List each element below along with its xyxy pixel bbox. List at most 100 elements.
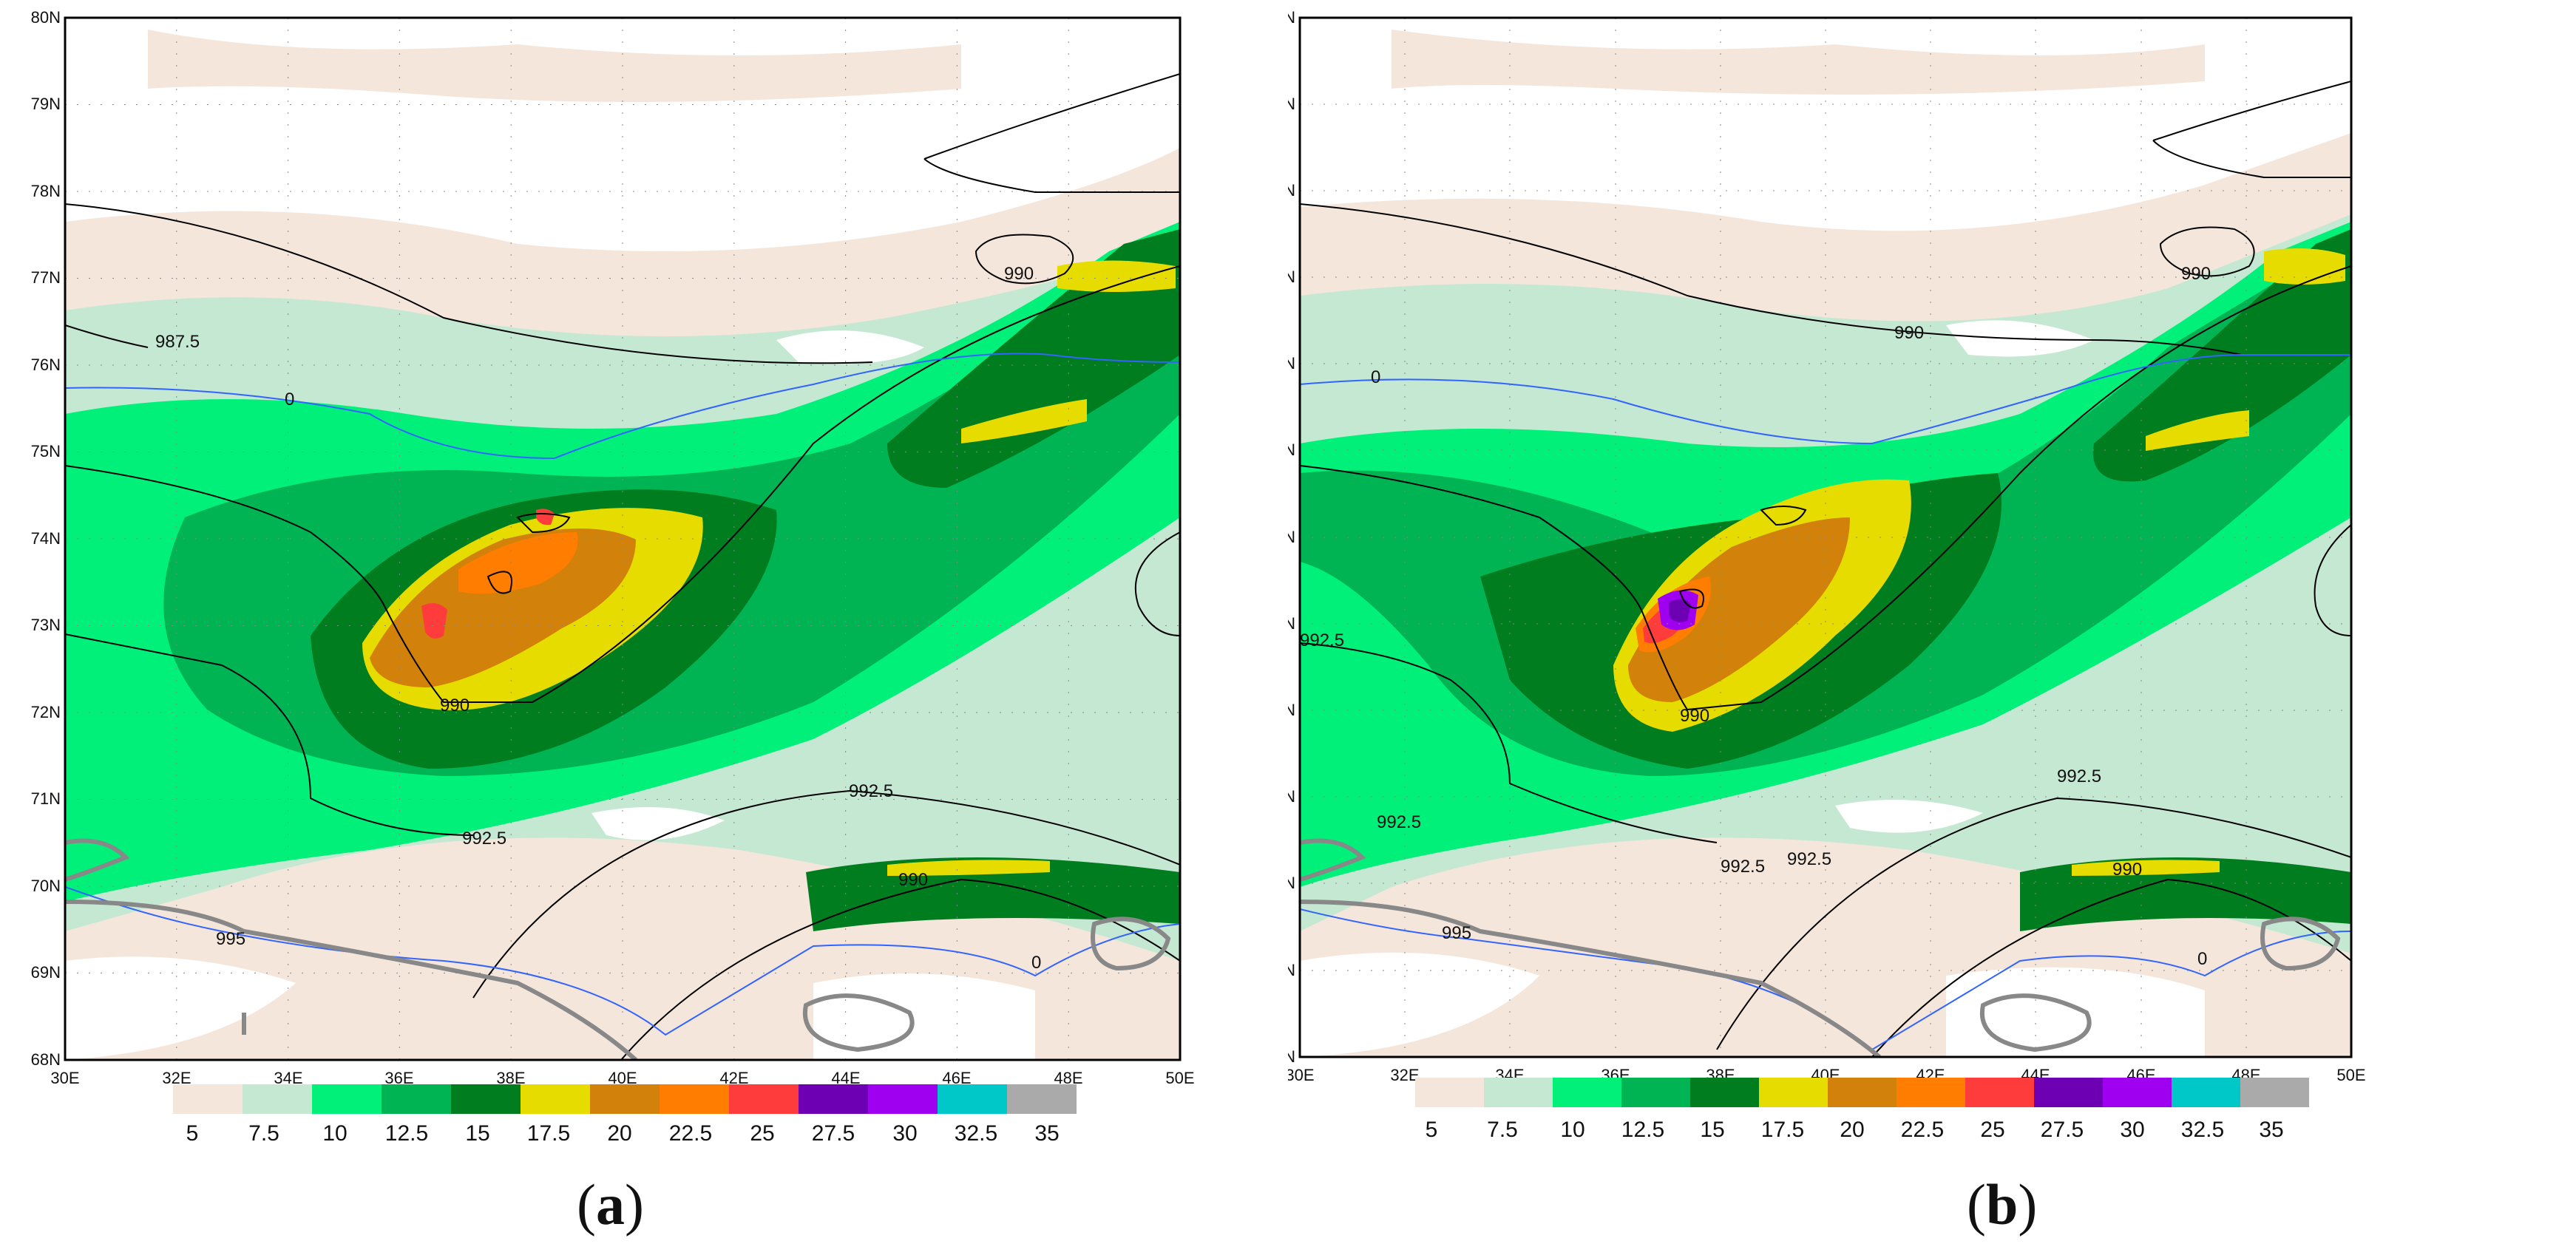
colorbar-swatch xyxy=(2103,1078,2172,1107)
pressure-contours-b xyxy=(1300,81,2351,1057)
svg-text:70N: 70N xyxy=(31,877,61,895)
contour-label: 990 xyxy=(1004,264,1034,284)
svg-text:30: 30 xyxy=(892,1121,917,1146)
map-frame xyxy=(64,16,1182,1061)
svg-text:68N: 68N xyxy=(31,1050,61,1069)
contour-label: 0 xyxy=(1031,953,1041,973)
colorbar-swatch xyxy=(938,1084,1007,1114)
contour-label: 992.5 xyxy=(1721,857,1765,877)
colorbar-swatch xyxy=(451,1084,521,1114)
svg-text:69N: 69N xyxy=(31,963,61,982)
colorbar-swatch xyxy=(1759,1078,1828,1107)
svg-text:35: 35 xyxy=(2259,1118,2283,1142)
contour-label: 990 xyxy=(2181,264,2211,284)
colorbar-a: 5 7.5 10 12.5 15 17.5 20 22.5 25 27.5 30… xyxy=(173,1084,1077,1146)
svg-text:78N: 78N xyxy=(31,182,61,200)
contour-label: 995 xyxy=(1442,923,1471,943)
svg-text:72N: 72N xyxy=(1288,701,1295,719)
map-frame xyxy=(1298,16,2353,1058)
svg-text:77N: 77N xyxy=(1288,268,1295,286)
svg-text:22.5: 22.5 xyxy=(1901,1118,1944,1142)
contour-label: 0 xyxy=(285,390,294,409)
svg-text:68N: 68N xyxy=(1288,1047,1295,1066)
contour-label: 990 xyxy=(440,696,470,715)
svg-text:80N: 80N xyxy=(1288,8,1295,27)
colorbar-swatch xyxy=(1415,1078,1484,1107)
svg-text:34E: 34E xyxy=(274,1069,302,1087)
svg-text:32E: 32E xyxy=(1390,1066,1419,1084)
svg-text:20: 20 xyxy=(1840,1118,1864,1142)
svg-text:71N: 71N xyxy=(1288,787,1295,806)
svg-text:79N: 79N xyxy=(31,95,61,113)
svg-text:50E: 50E xyxy=(2336,1066,2365,1084)
colorbar-swatch xyxy=(1965,1078,2034,1107)
contour-labels-a: 987.5 990 990 992.5 992.5 990 995 0 0 xyxy=(155,264,1041,973)
colorbar-swatch xyxy=(2172,1078,2240,1107)
svg-text:40E: 40E xyxy=(608,1069,637,1087)
contour-label: 992.5 xyxy=(462,829,506,849)
zero-contour-a xyxy=(65,353,1180,1036)
svg-text:77N: 77N xyxy=(31,268,61,287)
shading-a xyxy=(65,30,1180,1060)
colorbar-swatch xyxy=(243,1084,312,1114)
lat-axis-a: 80N 79N 78N 77N 76N 75N 74N 73N 72N 71N … xyxy=(31,8,61,1069)
colorbar-swatch xyxy=(1690,1078,1759,1107)
contour-label: 990 xyxy=(898,870,928,890)
pressure-contours-a xyxy=(65,73,1180,1060)
contour-label: 992.5 xyxy=(1787,849,1831,869)
colorbar-b: 5 7.5 10 12.5 15 17.5 20 22.5 25 27.5 30… xyxy=(1415,1078,2309,1142)
svg-text:36E: 36E xyxy=(384,1069,413,1087)
svg-text:32.5: 32.5 xyxy=(955,1121,997,1146)
lon-axis-a: 30E 32E 34E 36E 38E 40E 42E 44E 46E 48E … xyxy=(50,1069,1194,1087)
contour-label: 990 xyxy=(1894,323,1924,343)
svg-text:27.5: 27.5 xyxy=(812,1121,855,1146)
svg-text:20: 20 xyxy=(607,1121,631,1146)
colorbar-swatch xyxy=(590,1084,660,1114)
svg-text:10: 10 xyxy=(1560,1118,1584,1142)
svg-text:74N: 74N xyxy=(1288,528,1295,546)
colorbar-swatch xyxy=(799,1084,868,1114)
svg-text:12.5: 12.5 xyxy=(385,1121,428,1146)
colorbar-swatch xyxy=(1553,1078,1621,1107)
contour-label: 990 xyxy=(1680,706,1709,726)
colorbar-swatch xyxy=(660,1084,729,1114)
svg-text:30E: 30E xyxy=(50,1069,79,1087)
svg-text:30: 30 xyxy=(2120,1118,2144,1142)
map-a: 987.5 990 990 992.5 992.5 990 995 0 0 80… xyxy=(31,8,1195,1146)
panel-label-b: (b) xyxy=(1967,1172,2038,1237)
contour-label: 992.5 xyxy=(849,781,893,801)
svg-text:80N: 80N xyxy=(31,8,61,27)
contour-label: 0 xyxy=(1371,367,1380,387)
svg-text:71N: 71N xyxy=(31,789,61,808)
contour-label: 995 xyxy=(216,929,245,949)
svg-text:78N: 78N xyxy=(1288,181,1295,200)
colorbar-swatch xyxy=(312,1084,382,1114)
svg-text:73N: 73N xyxy=(1288,614,1295,633)
svg-text:15: 15 xyxy=(1700,1118,1724,1142)
svg-text:73N: 73N xyxy=(31,616,61,634)
svg-text:7.5: 7.5 xyxy=(1487,1118,1518,1142)
svg-text:46E: 46E xyxy=(942,1069,971,1087)
lat-axis-b: 80N 79N 78N 77N 76N 75N 74N 73N 72N 71N … xyxy=(1266,8,1295,1066)
svg-text:74N: 74N xyxy=(31,529,61,548)
colorbar-swatch xyxy=(1828,1078,1897,1107)
svg-text:38E: 38E xyxy=(496,1069,525,1087)
colorbar-swatch xyxy=(1007,1084,1077,1114)
colorbar-swatch xyxy=(521,1084,590,1114)
svg-text:15: 15 xyxy=(465,1121,489,1146)
svg-text:44E: 44E xyxy=(831,1069,860,1087)
svg-text:35: 35 xyxy=(1034,1121,1059,1146)
colorbar-swatch xyxy=(2240,1078,2309,1107)
colorbar-swatch xyxy=(1621,1078,1690,1107)
svg-text:50E: 50E xyxy=(1165,1069,1194,1087)
svg-text:10: 10 xyxy=(322,1121,347,1146)
coastline-a xyxy=(65,838,1171,1060)
contour-label: 990 xyxy=(2112,860,2142,880)
contour-label: 987.5 xyxy=(155,332,200,352)
colorbar-swatch xyxy=(868,1084,938,1114)
map-b: 990 990 992.5 990 992.5 992.5 992.5 992.… xyxy=(1266,8,2366,1142)
svg-text:42E: 42E xyxy=(719,1069,748,1087)
contour-label: 992.5 xyxy=(1377,812,1421,832)
contour-label: 0 xyxy=(2197,949,2207,969)
svg-text:32.5: 32.5 xyxy=(2181,1118,2224,1142)
